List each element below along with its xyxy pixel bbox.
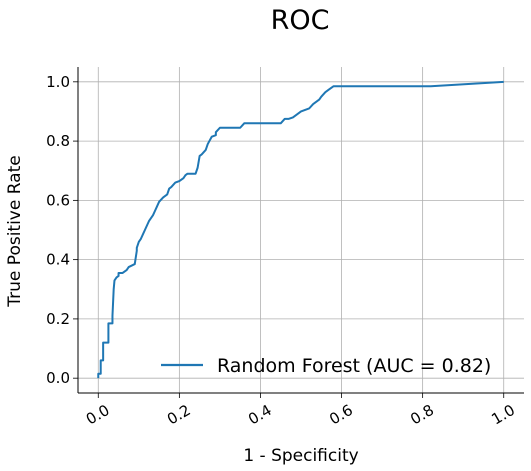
y-tick-label: 0.6 (46, 191, 70, 209)
legend-label: Random Forest (AUC = 0.82) (217, 355, 491, 377)
x-tick-label: 0.0 (83, 401, 113, 429)
series-layer (97, 80, 504, 379)
y-tick-label: 0.0 (46, 369, 70, 387)
y-tick-label: 0.8 (46, 132, 70, 150)
y-axis-label: True Positive Rate (5, 155, 25, 307)
x-tick-label: 1.0 (488, 401, 518, 429)
roc-curve-line (97, 80, 504, 379)
x-tick-label: 0.2 (164, 401, 194, 429)
x-tick-label: 0.6 (326, 401, 356, 429)
x-axis-label: 1 - Specificity (243, 446, 358, 466)
legend: Random Forest (AUC = 0.82) (161, 355, 491, 377)
axes (73, 67, 524, 398)
grid (78, 67, 524, 393)
x-tick-label: 0.8 (407, 401, 437, 429)
y-tick-label: 0.2 (46, 310, 70, 328)
y-tick-label: 0.4 (46, 251, 70, 269)
y-tick-label: 1.0 (46, 73, 70, 91)
x-tick-label: 0.4 (245, 401, 275, 429)
chart-title: ROC (271, 5, 330, 36)
